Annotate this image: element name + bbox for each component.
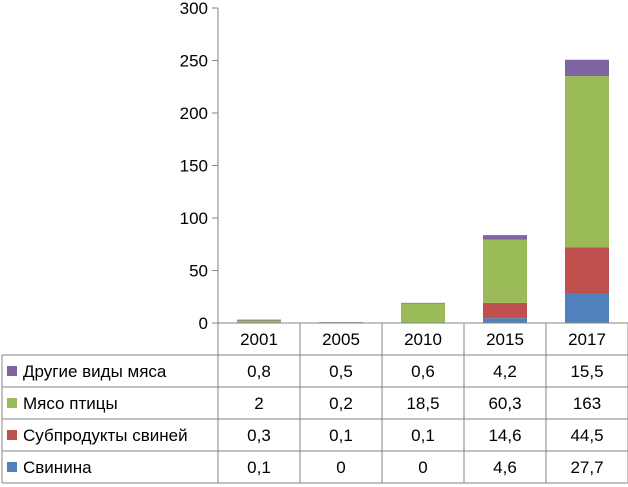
x-category-label: 2017 [568, 330, 606, 349]
bars [237, 59, 609, 324]
table-value: 15,5 [570, 362, 603, 381]
table-value: 0,1 [247, 458, 271, 477]
bar-segment [483, 235, 527, 240]
y-tick-label: 250 [180, 52, 208, 71]
bar-segment [483, 239, 527, 303]
y-tick-label: 150 [180, 157, 208, 176]
x-category-label: 2005 [322, 330, 360, 349]
table-value: 0,3 [247, 426, 271, 445]
table-value: 0,1 [329, 426, 353, 445]
legend-label: Субпродукты свиней [23, 426, 188, 445]
table-value: 163 [573, 394, 601, 413]
table-value: 0,6 [411, 362, 435, 381]
bar-segment [237, 320, 281, 323]
bar-segment [565, 76, 609, 248]
x-category-label: 2001 [240, 330, 278, 349]
legend-key [7, 430, 17, 440]
legend-key [7, 398, 17, 408]
bar-segment [237, 319, 281, 321]
bar-segment [483, 302, 527, 319]
legend-key [7, 366, 17, 376]
table-value: 0 [418, 458, 427, 477]
table-value: 27,7 [570, 458, 603, 477]
legend-label: Свинина [23, 458, 92, 477]
y-axis: 0 50 100 150 200 250 300 [180, 0, 219, 333]
table-value: 0 [336, 458, 345, 477]
table-value: 0,2 [329, 394, 353, 413]
bar-segment [319, 322, 363, 323]
x-category-label: 2015 [486, 330, 524, 349]
bar-segment [401, 303, 445, 323]
table-value: 2 [254, 394, 263, 413]
table-value: 4,2 [493, 362, 517, 381]
data-table: 2001 2005 2010 2015 2017 Другие виды мяса 0,8 0… [1, 322, 628, 484]
table-value: 18,5 [406, 394, 439, 413]
table-value: 44,5 [570, 426, 603, 445]
legend-label: Другие виды мяса [23, 362, 167, 381]
table-value: 60,3 [488, 394, 521, 413]
table-value: 14,6 [488, 426, 521, 445]
table-value: 0,8 [247, 362, 271, 381]
y-tick-label: 100 [180, 209, 208, 228]
y-tick-label: 300 [180, 0, 208, 18]
bar-segment [401, 302, 445, 304]
x-category-label: 2010 [404, 330, 442, 349]
bar-segment [565, 59, 609, 77]
table-value: 4,6 [493, 458, 517, 477]
y-tick-label: 200 [180, 104, 208, 123]
bar-segment [483, 318, 527, 323]
y-tick-label: 50 [189, 262, 208, 281]
table-value: 0,5 [329, 362, 353, 381]
y-tick-label: 0 [199, 314, 208, 333]
bar-segment [565, 247, 609, 294]
legend-label: Мясо птицы [23, 394, 118, 413]
bar-segment [565, 293, 609, 323]
table-value: 0,1 [411, 426, 435, 445]
legend-key [7, 462, 17, 472]
